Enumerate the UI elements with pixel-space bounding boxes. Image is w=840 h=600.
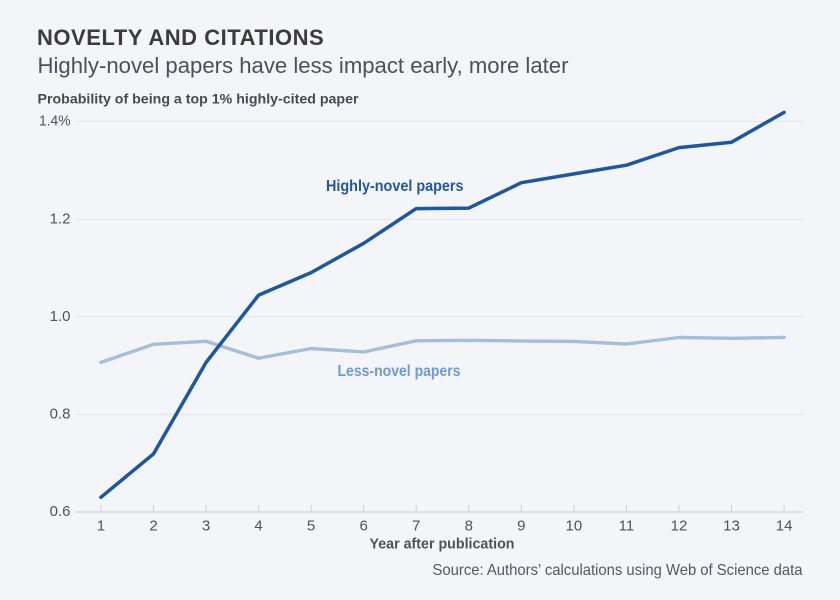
svg-text:4: 4 [254,517,262,534]
svg-text:14: 14 [776,517,793,534]
svg-text:0.8: 0.8 [50,406,71,423]
svg-text:10: 10 [566,517,583,534]
svg-text:7: 7 [412,517,420,534]
svg-text:Highly-novel papers have less: Highly-novel papers have less impact ear… [38,53,569,78]
svg-text:5: 5 [307,517,315,534]
svg-text:12: 12 [671,517,688,534]
svg-text:3: 3 [202,517,210,534]
svg-text:Year after publication: Year after publication [370,536,515,553]
svg-text:11: 11 [619,517,635,534]
svg-text:8: 8 [465,517,473,534]
svg-text:1: 1 [97,517,105,534]
svg-text:0.6: 0.6 [50,503,71,520]
svg-text:1.4%: 1.4% [39,113,71,130]
svg-text:1.0: 1.0 [50,308,71,325]
svg-text:NOVELTY AND CITATIONS: NOVELTY AND CITATIONS [37,25,324,50]
svg-text:Source: Authors’ calculations: Source: Authors’ calculations using Web … [433,562,803,579]
svg-text:Probability of being a top 1%: Probability of being a top 1% highly-cit… [38,91,360,107]
svg-text:Highly-novel papers: Highly-novel papers [326,178,464,195]
svg-text:13: 13 [723,517,740,534]
svg-text:9: 9 [517,517,525,534]
svg-text:6: 6 [360,517,368,534]
svg-text:Less-novel papers: Less-novel papers [338,363,461,380]
svg-text:2: 2 [149,517,157,534]
svg-text:1.2: 1.2 [50,210,71,227]
